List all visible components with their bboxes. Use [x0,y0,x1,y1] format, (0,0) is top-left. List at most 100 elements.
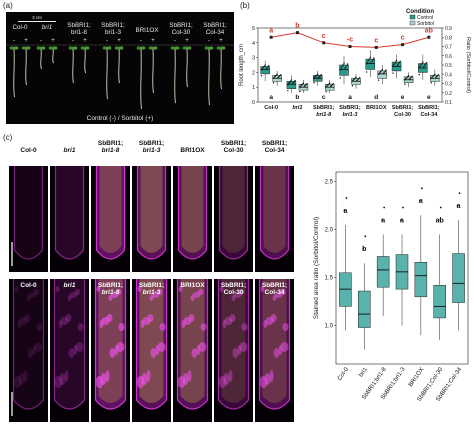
x-tick-label: bri1 [292,105,302,111]
y2-tick-label: 0.9 [445,26,452,32]
data-point [278,75,280,78]
group-letter: a [419,198,423,205]
data-point [425,62,428,64]
stain-patch [75,342,84,352]
panel-label-a: (a) [3,1,13,10]
stain-patch [273,348,280,358]
stain-patch [232,348,239,358]
stain-patch [274,292,283,298]
micro-image-bottom [50,279,89,422]
micro-image-bottom [255,279,294,422]
outlier [400,219,402,221]
x-tick-label: Col-0 [337,366,351,382]
group-letter: e [427,94,431,101]
root-outline [217,279,250,410]
photo-label-bri1ox: BRI1OX [135,27,159,34]
micro-image-bottom [9,279,48,422]
stain-patch [77,323,84,331]
x-tick-label: bri1 [358,366,369,378]
box-control [286,81,297,89]
y2-tick-label: 0.2 [445,91,452,97]
micro-overlay-label: SbBRI1; bri1-8 [91,282,130,296]
stain-patch [23,370,28,382]
stain-patch [231,295,236,301]
photo-label-col30: SbBRI1; Col-30 [169,22,193,36]
root [186,48,188,88]
y2-tick-label: 0.4 [445,72,452,78]
data-point [318,75,321,78]
data-point [313,77,315,79]
root-tip-drawing [258,279,291,410]
micro-overlay-label-line: SbBRI1; [97,282,124,289]
cotyledon [48,46,54,50]
ratio-point [374,45,378,49]
stain-patch [278,345,283,355]
root [140,48,142,110]
root-inner-stain [139,279,164,403]
outlier [343,209,346,212]
cotyledon [152,46,158,50]
data-point [395,59,398,62]
x-tick-label: SbBRI1; [392,105,414,111]
root-inner-stain [221,279,246,403]
data-point [292,82,294,84]
photo-caption: Control (-) / Sorbitol (+) [86,115,154,122]
stain-patch [55,286,60,292]
stain-patch [68,348,75,358]
stain-patch [159,323,166,331]
root-inner-stain [140,166,163,253]
group-letter: a [381,217,385,224]
root [52,48,54,64]
data-point [431,76,433,78]
stain-patch [241,323,248,331]
y-axis-label: Stained area ratio (Sorbitol/Control) [313,217,320,319]
condition-sign: + [219,38,223,44]
stain-patch [192,292,201,298]
data-point [345,66,347,69]
data-point [329,85,332,88]
cotyledon [9,46,15,50]
box [339,272,352,307]
stain-patch [200,323,207,331]
micro-column-label: bri1 [50,147,89,154]
data-point [340,67,342,69]
stain-patch [67,295,72,301]
ratio-point [269,35,273,39]
data-point [370,62,372,64]
micro-column-label-line: bri1-8 [101,147,120,154]
photo-label-col34: SbBRI1; Col-34 [203,22,227,36]
data-point [326,85,328,87]
photo-label-col0: Col-0 [12,24,28,31]
micro-image-bottom [91,279,130,422]
data-point [304,84,306,87]
micro-image-top [91,166,130,272]
stain-patch [178,286,183,292]
data-point [423,66,425,68]
micro-image-top [9,166,48,272]
data-point [419,65,421,67]
box-control [260,66,270,75]
root-inner-stain [180,279,205,403]
ratio-letter: b [295,23,299,30]
micro-column-label-line: SbBRI1; [138,140,165,147]
root [220,48,222,90]
outlier [345,197,348,199]
group-letter: a [400,217,404,224]
data-point [410,76,412,78]
y-tick-label: 5 [252,26,255,32]
group-letter: a [269,94,273,101]
data-point [317,73,319,76]
data-point [405,77,407,80]
micro-image-top [255,166,294,272]
root-length-chart: 0 1 2 3 4 5 0.1 0.2 0.3 0.4 0.5 0.6 0.7 0.8 0.9 Root le… [239,9,471,118]
stain-patch [60,317,69,325]
root [40,48,42,70]
scale-bar [18,21,56,22]
box-control [365,58,376,70]
stain-patch [140,320,145,328]
data-point [424,63,427,65]
micro-column-label-line: SbBRI1; [97,140,124,147]
stain-patch [27,348,34,358]
data-point [367,59,370,62]
data-point [274,75,277,77]
